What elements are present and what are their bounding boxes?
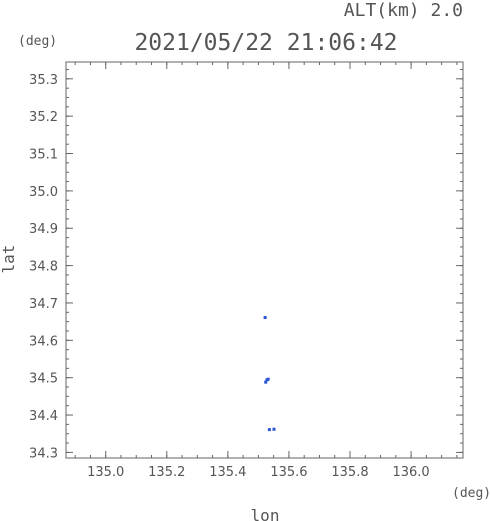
y-tick-label: 35.0 (29, 185, 58, 200)
data-point (267, 428, 271, 432)
y-tick-label: 34.9 (29, 222, 58, 237)
y-tick-label: 34.8 (29, 260, 58, 275)
x-tick-label: 135.6 (270, 465, 307, 480)
data-point (264, 380, 268, 384)
axis-tick-labels: 135.0 135.2 135.4 135.6 135.8 136.0 34.3 34.4 34… (29, 73, 430, 480)
y-tick-label: 35.3 (29, 73, 58, 88)
x-tick-label: 135.4 (209, 465, 246, 480)
data-point (266, 377, 270, 381)
x-axis-unit: (deg) (452, 486, 491, 501)
chart-title: 2021/05/22 21:06:42 (134, 30, 397, 56)
x-tick-label: 136.0 (392, 465, 429, 480)
y-tick-label: 35.2 (29, 110, 58, 125)
plot-area-frame (65, 61, 464, 459)
data-point (263, 316, 267, 320)
x-tick-label: 135.0 (87, 465, 124, 480)
x-tick-label: 135.8 (331, 465, 368, 480)
y-axis-unit: (deg) (18, 34, 57, 49)
y-tick-label: 35.1 (29, 148, 58, 163)
y-tick-label: 34.5 (29, 372, 58, 387)
y-tick-label: 34.6 (29, 334, 58, 349)
data-point (272, 427, 276, 431)
y-tick-label: 34.3 (29, 446, 58, 461)
x-axis-label: lon (251, 506, 280, 521)
y-axis-label: lat (0, 245, 18, 274)
x-tick-label: 135.2 (148, 465, 185, 480)
data-points (263, 316, 276, 432)
altitude-label: ALT(km) 2.0 (344, 0, 463, 21)
y-tick-label: 34.4 (29, 409, 58, 424)
y-tick-label: 34.7 (29, 297, 58, 312)
axis-ticks (66, 62, 463, 458)
